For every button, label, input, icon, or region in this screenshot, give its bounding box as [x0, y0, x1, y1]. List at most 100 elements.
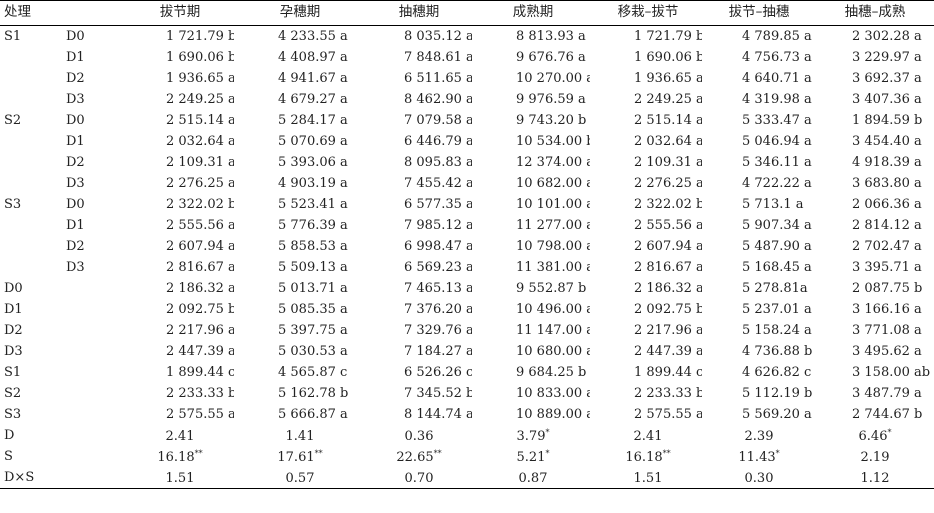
table-cell: 10 680.00 a: [516, 344, 590, 359]
table-row: D3 2 249.25 a 4 679.27 a 8 462.90 a 9 976.59…: [0, 89, 934, 110]
row-group-label: S1: [4, 365, 22, 380]
table-cell: 3 692.37 a: [852, 71, 922, 86]
stat-cell: 6.46*: [812, 425, 934, 446]
table-row: D3 2 816.67 a 5 509.13 a 6 569.23 a 11 381.0…: [0, 257, 934, 278]
table-cell: 2 233.33 b: [634, 386, 702, 401]
empty-cell: [62, 467, 122, 489]
table-cell: 7 465.13 a: [404, 281, 472, 296]
f-value: 0.57: [285, 470, 315, 486]
table-cell: 2 276.25 a: [634, 176, 702, 191]
table-cell: 5 030.53 a: [278, 344, 348, 359]
table-cell: 1 894.59 b: [852, 113, 923, 128]
significance-mark: *: [545, 427, 550, 437]
row-subtreatment-label: D1: [66, 134, 85, 149]
header-jointing: 拔节期: [122, 0, 234, 26]
f-value: 2.41: [633, 428, 663, 444]
stat-cell: 1.41: [234, 425, 362, 446]
row-group-label: D0: [4, 281, 23, 296]
table-cell: 7 985.12 a: [404, 218, 472, 233]
table-cell: 5 278.81a: [742, 281, 808, 296]
table-cell: 7 376.20 a: [404, 302, 472, 317]
row-subtreatment-label: [62, 299, 122, 320]
table-cell: 1 721.79 b: [634, 29, 702, 44]
table-cell: 4 789.85 a: [742, 29, 812, 44]
table-cell: 8 462.90 a: [404, 92, 472, 107]
stat-cell: 0.70: [362, 467, 472, 489]
table-cell: 10 889.00 a: [516, 407, 590, 422]
table-cell: 5 333.47 a: [742, 113, 812, 128]
table-cell: 1 721.79 b: [166, 29, 234, 44]
empty-cell: [62, 446, 122, 467]
table-cell: 9 676.76 a: [516, 50, 586, 65]
stat-factor-label: D×S: [0, 467, 62, 489]
table-cell: 2 217.96 ab: [634, 323, 702, 338]
table-cell: 3 166.16 a: [852, 302, 922, 317]
table-cell: 5 237.01 a: [742, 302, 812, 317]
table-cell: 2 249.25 a: [166, 92, 234, 107]
table-cell: 5 168.45 a: [742, 260, 812, 275]
table-cell: 7 455.42 a: [404, 176, 472, 191]
stat-cell: 1.51: [590, 467, 702, 489]
table-cell: 7 848.61 a: [404, 50, 472, 65]
header-transplant-jointing: 移栽–拔节: [590, 0, 702, 26]
table-cell: 5 666.87 a: [278, 407, 348, 422]
table-cell: 5 776.39 a: [278, 218, 348, 233]
table-cell: 5 509.13 a: [278, 260, 348, 275]
results-table: 处理 拔节期 孕穗期 抽穗期 成熟期 移栽–拔节 拔节–抽穗 抽穗–成熟 S1 D…: [0, 0, 934, 489]
table-cell: 2 575.55 a: [166, 407, 234, 422]
stat-cell: 0.87: [472, 467, 590, 489]
f-value: 1.41: [285, 428, 315, 444]
table-cell: 2 555.56 ab: [166, 218, 234, 233]
table-cell: 6 511.65 a: [404, 71, 472, 86]
row-group-label: [0, 173, 62, 194]
table-cell: 7 345.52 b: [404, 386, 472, 401]
row-subtreatment-label: D3: [66, 176, 85, 191]
row-subtreatment-label: [62, 404, 122, 425]
table-cell: 1 690.06 b: [166, 50, 234, 65]
table-cell: 9 684.25 b: [516, 365, 587, 380]
row-group-label: S1: [4, 29, 22, 44]
table-cell: 5 046.94 a: [742, 134, 812, 149]
table-row: D2 1 936.65 ab 4 941.67 a 6 511.65 a 10 270.…: [0, 68, 934, 89]
header-jointing-heading: 拔节–抽穗: [702, 0, 812, 26]
stat-cell: 11.43*: [702, 446, 812, 467]
row-subtreatment-label: D1: [66, 50, 85, 65]
row-subtreatment-label: D2: [66, 155, 85, 170]
f-value: 17.61: [277, 449, 315, 465]
table-cell: 9 743.20 b: [516, 113, 587, 128]
f-value: 1.12: [860, 470, 890, 486]
stat-factor-label: S: [4, 449, 13, 464]
table-cell: 10 682.00 ab: [516, 176, 590, 191]
table-row: D2 2 217.96 ab 5 397.75 a 7 329.76 a 11 147.…: [0, 320, 934, 341]
table-cell: 10 101.00 a: [516, 197, 590, 212]
f-value: 11.43: [738, 449, 776, 465]
table-cell: 2 109.31 a: [166, 155, 234, 170]
table-row: S1 D0 1 721.79 b 4 233.55 a 8 035.12 a 8 813.…: [0, 26, 934, 48]
row-group-label: S2: [4, 113, 22, 128]
empty-cell: [62, 425, 122, 446]
stat-row: D 2.41 1.41 0.36 3.79* 2.41 2.39 6.46*: [0, 425, 934, 446]
table-cell: 4 565.87 c: [278, 365, 348, 380]
table-cell: 2 575.55 a: [634, 407, 702, 422]
table-cell: 5 070.69 a: [278, 134, 348, 149]
stat-cell: 16.18**: [122, 446, 234, 467]
table-cell: 4 756.73 a: [742, 50, 812, 65]
table-cell: 2 032.64 a: [634, 134, 702, 149]
table-cell: 7 079.58 a: [404, 113, 472, 128]
table-cell: 6 569.23 a: [404, 260, 472, 275]
significance-mark: *: [887, 427, 892, 437]
table-cell: 7 184.27 a: [404, 344, 472, 359]
row-subtreatment-label: [62, 383, 122, 404]
row-group-label: S3: [4, 407, 22, 422]
row-group-label: D2: [4, 323, 23, 338]
row-group-label: D3: [4, 344, 23, 359]
stat-cell: 0.36: [362, 425, 472, 446]
stat-factor-label: D: [4, 428, 15, 443]
table-cell: 8 813.93 a: [516, 29, 586, 44]
row-subtreatment-label: D0: [66, 113, 85, 128]
table-row: D1 2 555.56 ab 5 776.39 a 7 985.12 a 11 277.…: [0, 215, 934, 236]
table-cell: 10 534.00 b: [516, 134, 590, 149]
table-cell: 3 395.71 a: [852, 260, 922, 275]
f-value: 3.79: [516, 428, 546, 444]
significance-mark: **: [314, 448, 323, 458]
